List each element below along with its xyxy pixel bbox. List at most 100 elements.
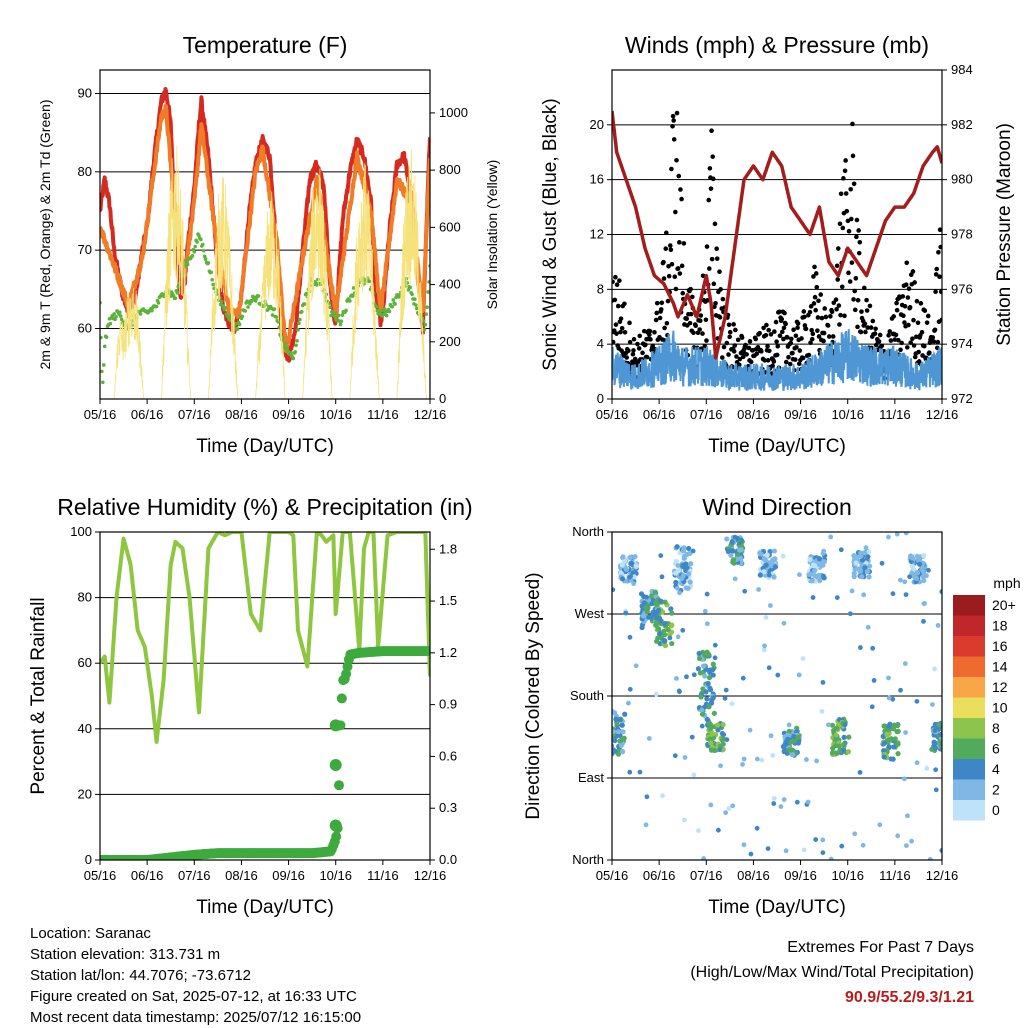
dewpoint-point xyxy=(233,322,238,326)
x-tick-label: 10/16 xyxy=(831,407,864,422)
direction-point xyxy=(761,569,767,575)
direction-point xyxy=(859,557,866,563)
direction-point xyxy=(620,749,626,755)
direction-point xyxy=(781,797,787,802)
direction-point xyxy=(729,701,735,707)
gust-point xyxy=(849,260,855,265)
direction-point xyxy=(939,848,942,853)
direction-point xyxy=(805,799,811,805)
direction-point xyxy=(945,730,950,735)
direction-point xyxy=(686,571,692,577)
gust-point xyxy=(838,191,844,197)
direction-point xyxy=(614,720,620,726)
direction-point xyxy=(758,551,764,557)
gust-point xyxy=(933,272,939,277)
direction-point xyxy=(842,721,848,728)
x-tick-label: 11/16 xyxy=(367,407,399,422)
direction-point xyxy=(707,720,713,727)
direction-point xyxy=(724,536,730,542)
plot-frame xyxy=(99,531,431,861)
gust-point xyxy=(665,298,671,304)
gust-point xyxy=(652,329,657,335)
gust-point xyxy=(846,228,852,234)
direction-point xyxy=(702,608,708,614)
gust-point xyxy=(612,279,615,285)
gust-point xyxy=(821,338,826,344)
y-right-tick-label: 976 xyxy=(951,281,973,296)
direction-point xyxy=(653,599,659,605)
direction-point xyxy=(696,655,703,662)
gust-point xyxy=(852,307,858,313)
gust-point xyxy=(900,294,906,299)
direction-point xyxy=(741,842,747,848)
direction-point xyxy=(915,553,921,560)
direction-point xyxy=(886,744,892,750)
dewpoint-point xyxy=(382,307,387,311)
gust-point xyxy=(631,336,637,342)
colorbar-label: 12 xyxy=(992,679,1008,695)
direction-point xyxy=(728,552,734,558)
direction-point xyxy=(865,624,871,630)
direction-point xyxy=(944,722,949,727)
gust-point xyxy=(847,279,853,284)
dewpoint-point xyxy=(299,309,304,314)
direction-point xyxy=(785,736,791,742)
direction-point xyxy=(674,544,680,550)
direction-point xyxy=(643,822,649,828)
gust-point xyxy=(764,322,769,328)
gust-point xyxy=(771,359,777,364)
dewpoint-point xyxy=(101,363,106,367)
gust-point xyxy=(803,326,809,332)
gust-point xyxy=(931,339,937,344)
direction-point xyxy=(830,745,836,751)
gust-point xyxy=(726,322,732,328)
gust-point xyxy=(922,308,928,313)
gust-point xyxy=(713,300,718,306)
gust-point xyxy=(918,301,924,306)
rainfall-point xyxy=(334,780,345,791)
direction-point xyxy=(638,591,645,597)
direction-point xyxy=(644,594,650,600)
dewpoint-point xyxy=(237,322,242,327)
direction-point xyxy=(821,548,827,554)
gust-point xyxy=(743,342,748,348)
direction-point xyxy=(689,734,695,740)
gust-point xyxy=(675,266,681,271)
direction-point xyxy=(895,741,901,747)
dewpoint-point xyxy=(240,314,245,319)
gust-point xyxy=(835,277,841,282)
gust-point xyxy=(631,348,636,353)
gust-point xyxy=(647,332,652,337)
direction-point xyxy=(639,624,645,631)
gust-point xyxy=(916,359,922,364)
direction-point xyxy=(648,614,654,620)
gust-point xyxy=(720,355,725,360)
direction-point xyxy=(796,672,802,678)
gust-point xyxy=(653,317,659,323)
colorbar-swatch xyxy=(953,595,985,616)
gust-point xyxy=(837,221,843,227)
colorbar-label: 2 xyxy=(992,782,1000,798)
gust-point xyxy=(843,158,848,163)
direction-point xyxy=(859,574,865,580)
colorbar-swatch xyxy=(953,656,985,677)
x-tick-label: 07/16 xyxy=(690,868,723,883)
direction-point xyxy=(795,740,801,746)
gust-point xyxy=(865,325,871,330)
y-right-tick-label: 982 xyxy=(951,117,973,132)
gust-point xyxy=(835,246,841,251)
direction-point xyxy=(909,838,914,844)
direction-point xyxy=(849,588,855,594)
data-layer xyxy=(100,532,430,860)
gust-point xyxy=(879,343,885,349)
direction-point xyxy=(701,663,707,669)
direction-point xyxy=(775,672,781,678)
dewpoint-point xyxy=(235,327,240,331)
colorbar-label: 4 xyxy=(992,761,1000,777)
direction-point xyxy=(785,732,791,738)
gust-point xyxy=(781,336,786,342)
x-tick-label: 06/16 xyxy=(131,868,164,883)
direction-point xyxy=(697,670,704,676)
y-right-tick-label: 1.8 xyxy=(439,541,457,556)
direction-point xyxy=(620,554,626,560)
